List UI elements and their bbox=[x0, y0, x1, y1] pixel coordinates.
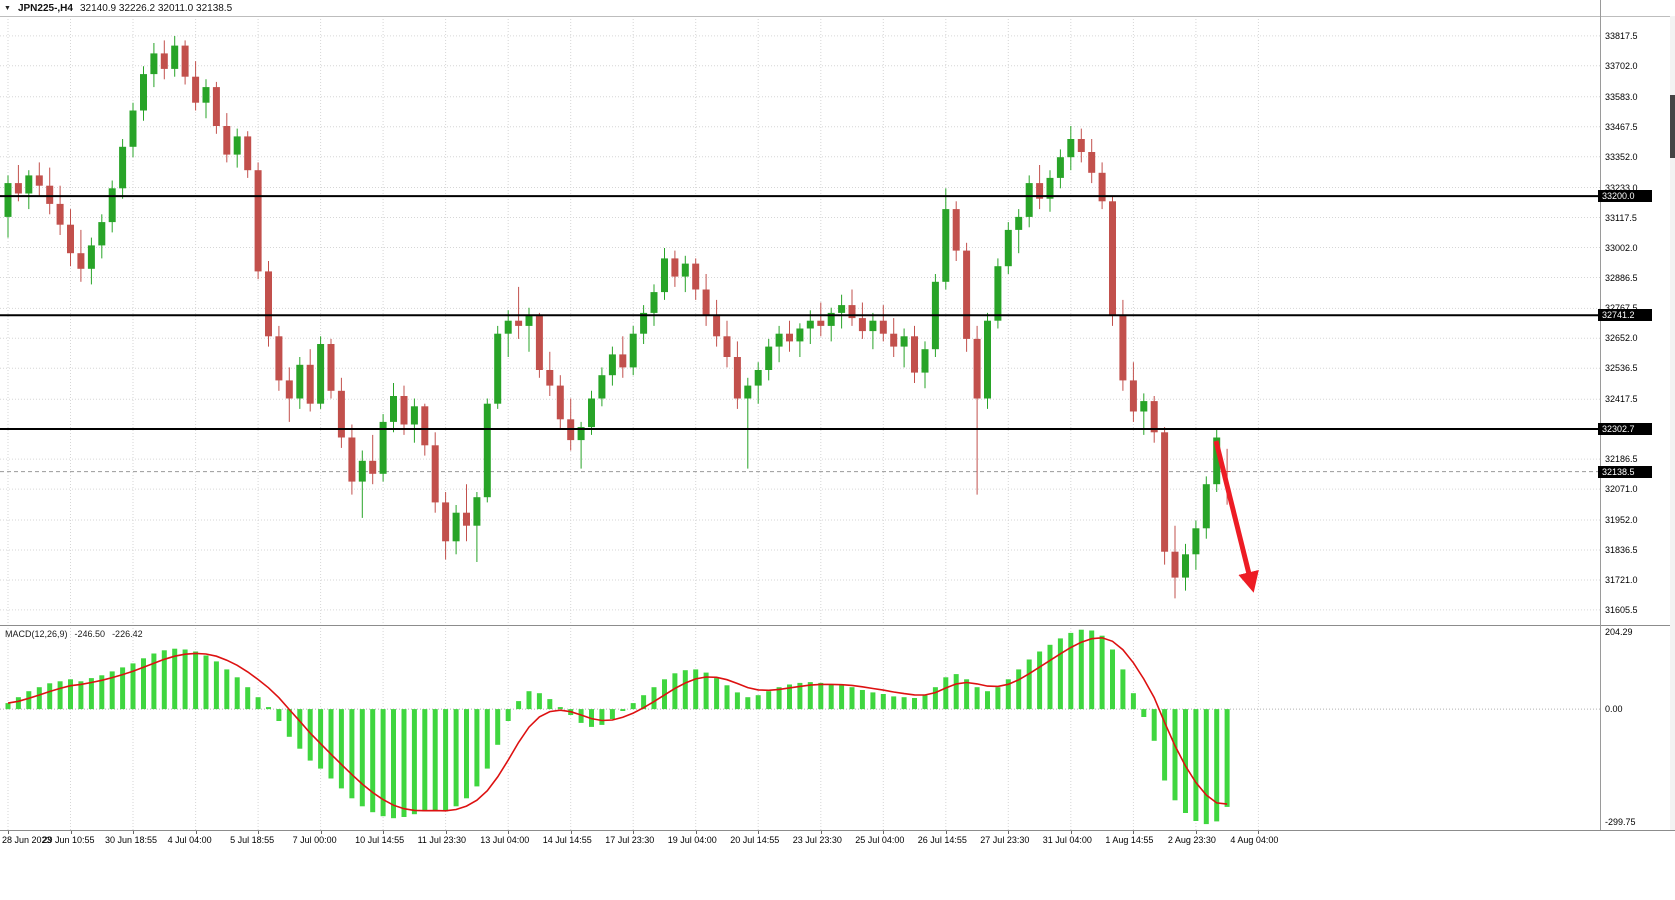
price-tick-label: 32652.0 bbox=[1605, 333, 1638, 344]
time-tick-label: 4 Jul 04:00 bbox=[167, 835, 212, 845]
time-tick-mark bbox=[1258, 831, 1260, 834]
time-tick-label: 31 Jul 04:00 bbox=[1042, 835, 1092, 845]
time-tick-label: 17 Jul 23:30 bbox=[605, 835, 655, 845]
gridlines bbox=[0, 16, 1600, 625]
toolbar-separator bbox=[0, 16, 1675, 17]
time-tick-label: 27 Jul 23:30 bbox=[980, 835, 1030, 845]
time-tick-label: 10 Jul 14:55 bbox=[355, 835, 405, 845]
trend-arrow[interactable] bbox=[1213, 440, 1259, 593]
macd-histogram bbox=[5, 629, 1230, 825]
time-axis-separator bbox=[0, 830, 1675, 831]
price-tick-label: 32536.5 bbox=[1605, 363, 1638, 374]
time-tick-label: 26 Jul 14:55 bbox=[917, 835, 967, 845]
time-axis[interactable]: 28 Jun 2023 29 Jun 10:55 30 Jun 18:55 4 Jul… bbox=[0, 830, 1675, 854]
price-tick-label: 31952.0 bbox=[1605, 515, 1638, 525]
current-price-badge: 32138.5 bbox=[1598, 465, 1652, 478]
time-tick-label: 30 Jun 18:55 bbox=[105, 835, 158, 845]
macd-name: MACD(12,26,9) bbox=[5, 629, 68, 639]
price-tick-label: 33702.0 bbox=[1605, 60, 1638, 71]
time-tick-mark bbox=[1008, 831, 1010, 834]
time-tick-mark bbox=[945, 831, 947, 834]
time-tick-mark bbox=[695, 831, 697, 834]
time-tick-mark bbox=[820, 831, 822, 834]
ohlc-readout: 32140.9 32226.2 32011.0 32138.5 bbox=[79, 3, 233, 14]
time-tick-label: 13 Jul 04:00 bbox=[480, 835, 530, 845]
time-tick-mark bbox=[758, 831, 760, 834]
support-resistance-lines[interactable] bbox=[0, 195, 1600, 430]
price-tick-label: 32071.0 bbox=[1605, 484, 1638, 495]
price-tick-label: 32767.5 bbox=[1605, 303, 1638, 313]
time-tick-label: 19 Jul 04:00 bbox=[667, 835, 717, 845]
time-tick-label: 14 Jul 14:55 bbox=[542, 835, 592, 845]
price-tick-label: 32417.5 bbox=[1605, 394, 1638, 405]
macd-indicator-label: MACD(12,26,9) -246.50 -226.42 bbox=[5, 629, 143, 639]
price-tick-label: 32186.5 bbox=[1605, 454, 1638, 465]
time-tick-mark bbox=[883, 831, 885, 834]
macd-gridlines bbox=[0, 628, 1600, 830]
macd-signal-value: -226.42 bbox=[112, 629, 143, 639]
macd-panel-canvas[interactable] bbox=[0, 625, 1600, 830]
time-tick-mark bbox=[508, 831, 510, 834]
candlesticks bbox=[4, 36, 1231, 599]
time-tick-mark bbox=[570, 831, 572, 834]
time-tick-label: 2 Aug 23:30 bbox=[1167, 835, 1216, 845]
price-tick-label: 33233.0 bbox=[1605, 182, 1638, 193]
time-tick-mark bbox=[70, 831, 72, 834]
time-tick-mark bbox=[1070, 831, 1072, 834]
price-tick-label: 31721.0 bbox=[1605, 575, 1638, 585]
time-tick-mark bbox=[258, 831, 260, 834]
macd-main-value: -246.50 bbox=[74, 629, 106, 639]
price-level-badge: 33200.0 bbox=[1598, 190, 1652, 203]
symbol-toolbar: ▼ JPN225-,H4 32140.9 32226.2 32011.0 321… bbox=[4, 2, 232, 15]
time-tick-mark bbox=[1133, 831, 1135, 834]
time-tick-label: 11 Jul 23:30 bbox=[417, 835, 466, 845]
price-tick-label: 32886.5 bbox=[1605, 272, 1638, 283]
symbol-dropdown-icon[interactable]: ▼ bbox=[4, 5, 11, 12]
macd-top-separator bbox=[0, 625, 1675, 626]
time-tick-label: 1 Aug 14:55 bbox=[1105, 835, 1154, 845]
price-tick-label: 33583.0 bbox=[1605, 91, 1638, 102]
price-chart-canvas[interactable] bbox=[0, 0, 1600, 625]
price-tick-label: 33352.0 bbox=[1605, 151, 1638, 162]
time-tick-label: 29 Jun 10:55 bbox=[42, 835, 95, 845]
price-axis-border bbox=[1600, 0, 1601, 830]
time-tick-label: 28 Jun 2023 bbox=[2, 835, 52, 845]
price-level-badge: 32302.7 bbox=[1598, 423, 1652, 435]
time-tick-mark bbox=[8, 831, 9, 834]
scrollbar-track[interactable] bbox=[1670, 16, 1675, 830]
time-tick-mark bbox=[133, 831, 134, 834]
symbol-period-label: JPN225-,H4 bbox=[17, 3, 73, 14]
time-tick-mark bbox=[320, 831, 322, 834]
macd-signal-line bbox=[7, 636, 1228, 812]
price-level-badge: 32741.2 bbox=[1598, 309, 1652, 322]
price-tick-label: 33002.0 bbox=[1605, 242, 1638, 253]
price-tick-label: 33817.5 bbox=[1605, 30, 1638, 41]
macd-tick-label: 204.29 bbox=[1605, 627, 1633, 637]
price-tick-label: 31836.5 bbox=[1605, 545, 1638, 555]
macd-tick-label: -299.75 bbox=[1605, 817, 1636, 827]
time-tick-mark bbox=[195, 831, 197, 834]
time-tick-mark bbox=[445, 831, 447, 834]
price-tick-label: 33117.5 bbox=[1605, 212, 1637, 223]
time-tick-mark bbox=[633, 831, 635, 834]
time-tick-label: 5 Jul 18:55 bbox=[230, 835, 275, 845]
time-tick-mark bbox=[1195, 831, 1197, 834]
scrollbar-thumb[interactable] bbox=[1670, 95, 1675, 158]
price-axis[interactable]: 33817.5 33702.0 33583.0 33467.5 33352.0 33233… bbox=[1598, 0, 1675, 830]
macd-tick-label: 0.00 bbox=[1605, 704, 1623, 715]
time-tick-mark bbox=[383, 831, 385, 834]
price-tick-label: 31605.5 bbox=[1605, 604, 1638, 615]
time-tick-label: 4 Aug 04:00 bbox=[1230, 835, 1279, 845]
time-tick-label: 20 Jul 14:55 bbox=[730, 835, 780, 845]
time-tick-label: 23 Jul 23:30 bbox=[792, 835, 842, 845]
time-tick-label: 25 Jul 04:00 bbox=[855, 835, 905, 845]
price-tick-label: 33467.5 bbox=[1605, 121, 1638, 132]
time-tick-label: 7 Jul 00:00 bbox=[292, 835, 337, 845]
